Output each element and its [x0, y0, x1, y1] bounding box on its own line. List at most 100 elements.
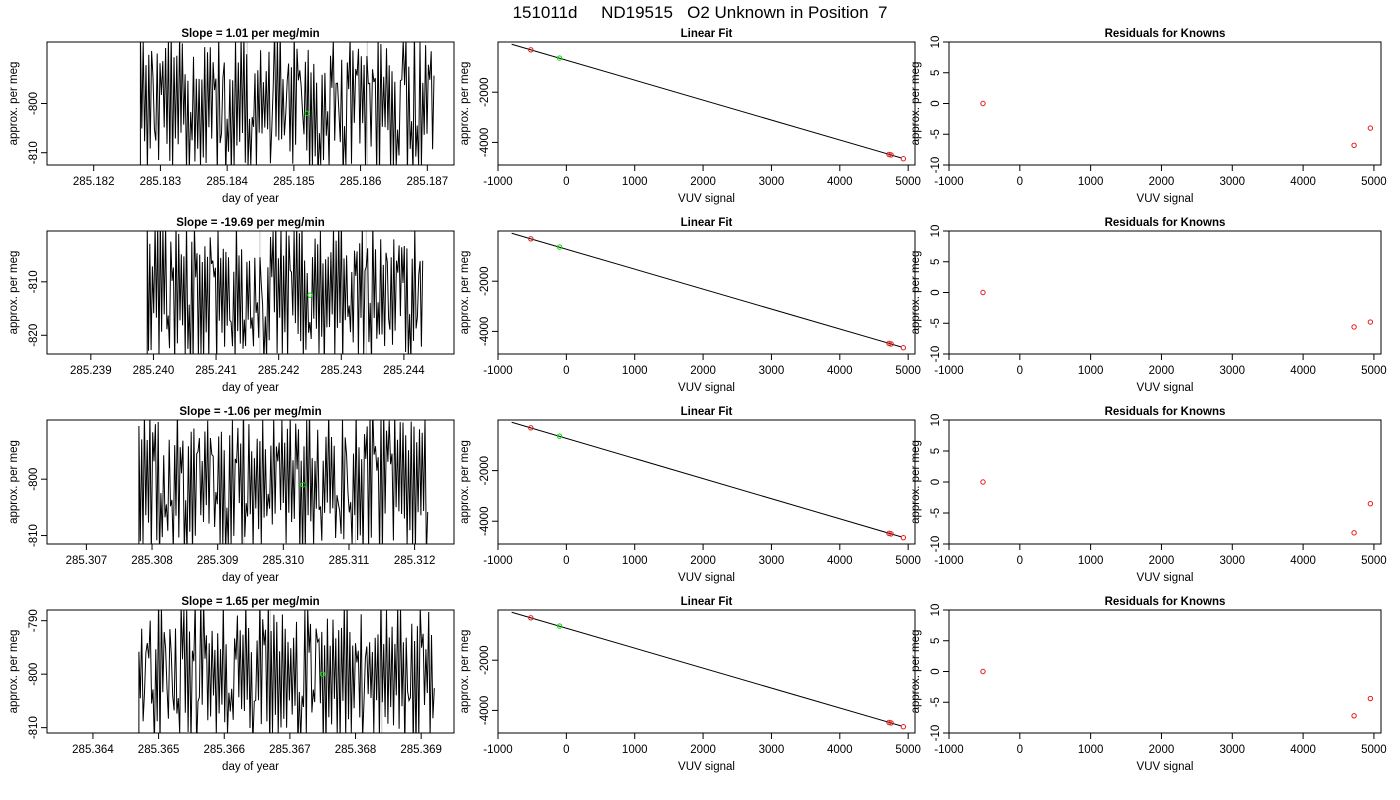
x-tick-label: 0 — [563, 744, 569, 756]
fit-line — [511, 43, 902, 159]
y-tick-label: -5 — [930, 318, 942, 328]
plot-frame — [948, 230, 1382, 355]
y-tick-label: -4000 — [479, 507, 491, 536]
y-tick-label: 10 — [930, 225, 942, 238]
y-axis-label: approx. per meg — [8, 630, 20, 714]
trace-line — [138, 610, 435, 733]
panel-12: Residuals for Knowns -1000 0 1000 2000 3000 40… — [910, 596, 1387, 773]
y-tick-label: -5 — [930, 129, 942, 139]
y-tick-label: 10 — [930, 36, 942, 49]
x-tick-label: 285.185 — [273, 176, 315, 188]
known-point — [1367, 125, 1374, 131]
x-tick-label: 2000 — [1149, 744, 1175, 756]
x-tick-label: 285.366 — [203, 744, 245, 756]
x-tick-label: 5000 — [1361, 555, 1387, 567]
y-tick-label: -810 — [28, 716, 40, 739]
known-point — [528, 47, 534, 53]
fit-line — [511, 232, 902, 348]
plot-frame — [46, 609, 455, 734]
plot-frame — [948, 41, 1382, 166]
y-tick-label: -10 — [930, 536, 942, 553]
fit-line — [511, 611, 902, 727]
x-axis-label: VUV signal — [1137, 572, 1194, 584]
y-tick-label: 10 — [930, 414, 942, 427]
x-tick-label: 1000 — [622, 744, 648, 756]
y-tick-label: -4000 — [479, 696, 491, 725]
panel-title: Slope = 1.65 per meg/min — [181, 596, 319, 608]
y-tick-label: -800 — [28, 92, 40, 115]
x-tick-label: 285.187 — [407, 176, 449, 188]
y-tick-label: -2000 — [479, 456, 491, 485]
plot-frame — [46, 419, 455, 545]
y-tick-label: 0 — [930, 289, 942, 295]
y-tick-label: -4000 — [479, 317, 491, 346]
x-tick-label: 3000 — [759, 365, 785, 377]
y-tick-label: 0 — [930, 668, 942, 674]
x-axis-label: VUV signal — [1137, 761, 1194, 773]
panel-title: Residuals for Knowns — [1105, 596, 1226, 608]
x-axis-label: VUV signal — [678, 572, 735, 584]
unknown-point — [556, 244, 563, 250]
panel-8: Linear Fit -1000 0 1000 2000 3000 4000 5000 -200… — [459, 596, 921, 773]
x-axis-label: day of year — [222, 382, 279, 394]
x-tick-label: 1000 — [1078, 744, 1104, 756]
x-tick-label: 285.242 — [258, 365, 300, 377]
plot-area — [980, 289, 1374, 330]
y-axis-label: approx. per meg — [910, 440, 922, 524]
x-tick-label: 2000 — [1149, 365, 1175, 377]
x-tick-label: 285.307 — [66, 555, 108, 567]
y-axis-label: approx. per meg — [910, 630, 922, 714]
known-point — [888, 531, 894, 537]
x-tick-label: 4000 — [827, 744, 853, 756]
x-tick-label: 285.308 — [131, 555, 173, 567]
panel-title: Slope = -1.06 per meg/min — [179, 406, 321, 418]
unknown-marker — [307, 292, 313, 298]
y-axis-label: approx. per meg — [910, 62, 922, 146]
plot-area — [146, 231, 424, 354]
x-tick-label: 285.310 — [263, 555, 305, 567]
known-point — [888, 152, 894, 158]
x-tick-label: 2000 — [690, 555, 716, 567]
y-tick-label: 0 — [930, 100, 942, 106]
x-tick-label: 2000 — [1149, 555, 1175, 567]
y-tick-label: -820 — [28, 324, 40, 347]
y-axis-label: approx. per meg — [459, 62, 471, 146]
plot-frame — [948, 609, 1382, 734]
y-tick-label: 5 — [930, 70, 942, 76]
x-tick-label: 285.311 — [329, 555, 370, 567]
panel-title: Linear Fit — [681, 596, 733, 608]
panel-title: Residuals for Knowns — [1105, 28, 1226, 40]
y-axis-label: approx. per meg — [459, 440, 471, 524]
x-tick-label: 285.367 — [269, 744, 311, 756]
x-tick-label: 285.186 — [340, 176, 382, 188]
x-axis-label: VUV signal — [678, 382, 735, 394]
y-axis-label: approx. per meg — [459, 251, 471, 335]
panel-title: Linear Fit — [681, 217, 733, 229]
y-tick-label: 10 — [930, 604, 942, 617]
panel-9: Residuals for Knowns -1000 0 1000 2000 3000 40… — [910, 28, 1387, 205]
x-tick-label: 3000 — [1219, 176, 1245, 188]
plot-area — [980, 668, 1374, 719]
known-point — [980, 668, 986, 675]
x-tick-label: -1000 — [934, 365, 963, 377]
x-tick-label: 3000 — [1219, 555, 1245, 567]
x-tick-label: 1000 — [1078, 365, 1104, 377]
x-tick-label: 285.309 — [197, 555, 239, 567]
x-tick-label: 5000 — [1361, 176, 1387, 188]
x-tick-label: -1000 — [483, 365, 512, 377]
x-tick-label: -1000 — [934, 744, 963, 756]
known-point — [528, 236, 534, 242]
panel-1: Slope = 1.01 per meg/min 285.182 285.183 28… — [8, 28, 455, 205]
known-point — [900, 156, 907, 162]
x-axis-label: VUV signal — [1137, 193, 1194, 205]
x-tick-label: 4000 — [1290, 555, 1316, 567]
x-tick-label: 285.243 — [321, 365, 363, 377]
y-tick-label: -810 — [28, 141, 40, 164]
x-tick-label: 285.184 — [206, 176, 248, 188]
y-axis-label: approx. per meg — [459, 630, 471, 714]
x-tick-label: 2000 — [1149, 176, 1175, 188]
fit-line — [511, 421, 902, 538]
y-tick-label: -10 — [930, 725, 942, 742]
panel-5: Linear Fit -1000 0 1000 2000 3000 4000 5000 -200… — [459, 28, 921, 205]
